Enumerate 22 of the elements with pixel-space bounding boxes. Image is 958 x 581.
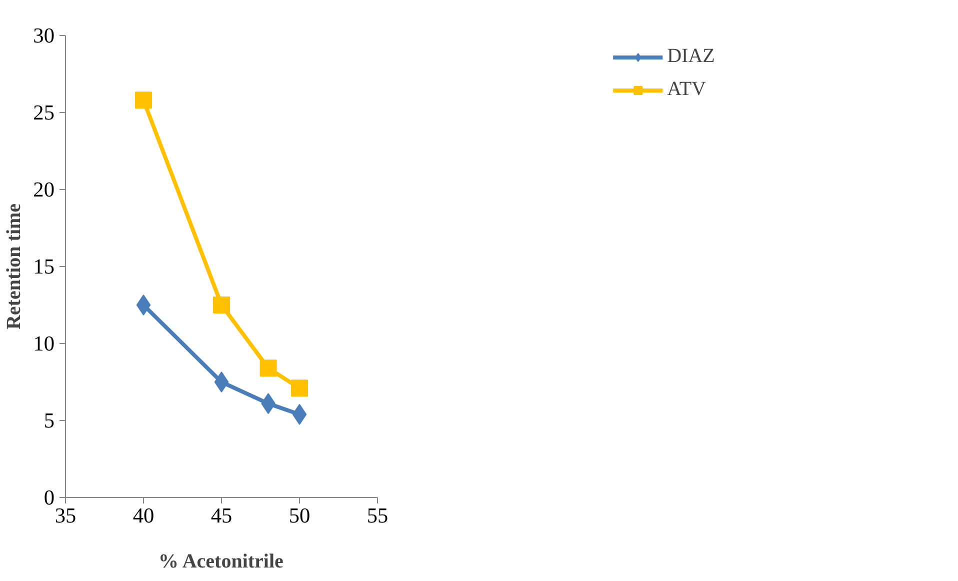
x-tick-label: 35 [54, 504, 76, 528]
y-tick-label: 15 [33, 254, 54, 278]
x-tick-label: 50 [288, 504, 310, 528]
x-tick-label: 45 [210, 504, 232, 528]
legend-label: ATV [667, 78, 706, 101]
point [135, 92, 152, 109]
legend-label: DIAZ [667, 45, 715, 68]
point [214, 372, 229, 392]
y-axis-title: Retention time [3, 203, 26, 330]
point [260, 360, 277, 377]
y-tick-label: 25 [33, 100, 54, 124]
y-tick-label: 10 [33, 332, 54, 356]
point [136, 294, 151, 316]
point [291, 380, 308, 397]
y-tick-label: 20 [33, 178, 54, 202]
point [213, 296, 230, 314]
x-axis-title: % Acetonitrile [158, 550, 284, 572]
y-tick-label: 0 [44, 486, 55, 510]
x-tick-label: 55 [366, 504, 388, 528]
x-tick-label: 40 [132, 504, 154, 528]
y-tick-label: 5 [44, 408, 55, 432]
y-tick-label: 30 [33, 24, 54, 48]
